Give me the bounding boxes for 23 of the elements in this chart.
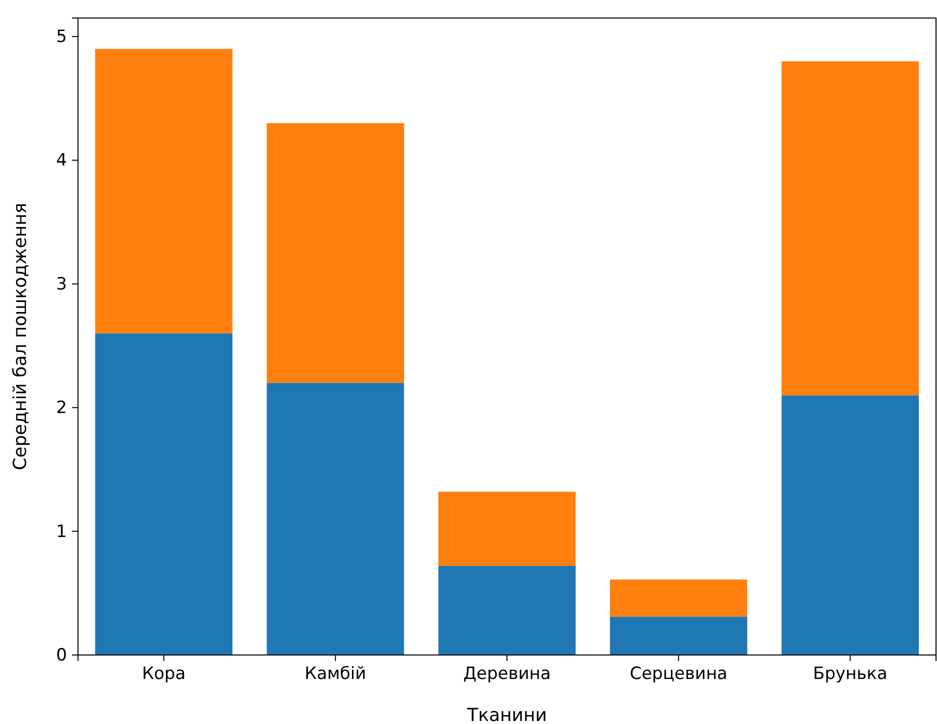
bar (95, 333, 232, 655)
y-tick-label: 0 (56, 645, 67, 666)
bar (266, 382, 404, 655)
x-tick-label: Деревина (463, 664, 551, 684)
x-tick-label: Камбій (304, 664, 366, 684)
y-tick-label: 5 (56, 26, 67, 47)
bar (438, 492, 576, 566)
bar (610, 580, 748, 617)
bar (610, 616, 748, 655)
y-tick-label: 3 (56, 274, 67, 294)
bar (266, 123, 404, 383)
y-axis-title: Середній бал пошкодження (10, 202, 31, 470)
y-tick-label: 4 (56, 150, 67, 171)
x-tick-label: Кора (142, 664, 186, 684)
bar (782, 61, 919, 396)
x-tick-label: Серцевина (630, 664, 728, 684)
bar (438, 566, 576, 655)
bar (95, 48, 232, 334)
y-tick-label: 1 (56, 522, 67, 542)
x-axis-title: Тканини (466, 705, 547, 724)
y-tick-label: 2 (56, 398, 67, 418)
x-tick-label: Брунька (813, 664, 888, 684)
bar (782, 395, 919, 655)
